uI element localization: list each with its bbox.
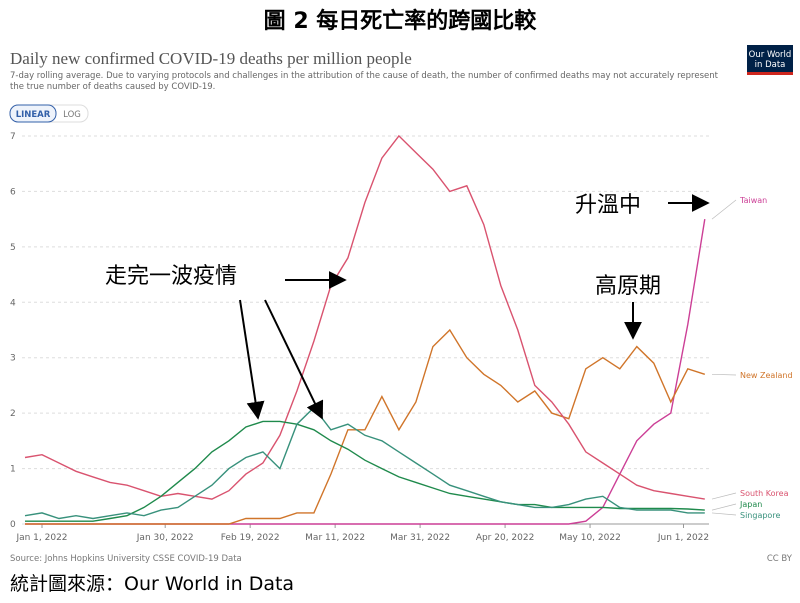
- toggle-label[interactable]: LINEAR: [16, 110, 51, 120]
- annotation: 高原期: [595, 274, 661, 299]
- document-title: 圖 2 每日死亡率的跨國比較: [264, 8, 538, 34]
- chart-subtitle: 7-day rolling average. Due to varying pr…: [10, 71, 719, 81]
- y-tick-label: 0: [10, 520, 16, 530]
- label-connector: [711, 512, 737, 516]
- legend-label: South Korea: [740, 489, 789, 498]
- y-tick-label: 3: [10, 354, 16, 364]
- legend-label: New Zealand: [740, 371, 793, 380]
- y-tick-label: 5: [10, 243, 16, 253]
- x-tick-label: Mar 31, 2022: [390, 533, 450, 543]
- logo-text: in Data: [755, 60, 786, 70]
- logo-text: Our World: [749, 50, 792, 60]
- plot: 0 1 2 3 4 5 6 7 Jan 1, 2022 Jan 30, 2022 Feb 19, 2…: [10, 132, 793, 543]
- logo-box: [747, 45, 793, 75]
- legend-label: Singapore: [740, 511, 780, 520]
- series-line: [25, 328, 706, 525]
- series-line: [25, 420, 705, 522]
- toggle-label[interactable]: LOG: [63, 110, 81, 120]
- series-line: [24, 134, 705, 500]
- series-line: [24, 406, 705, 520]
- y-tick-label: 7: [10, 132, 16, 142]
- x-tick-label: Jun 1, 2022: [657, 533, 709, 543]
- x-tick-label: Mar 11, 2022: [305, 533, 365, 543]
- annotation-arrow: [264, 299, 324, 420]
- label-connector: [711, 199, 737, 220]
- annotations: 走完一波疫情 高原期 升溫中: [105, 193, 710, 420]
- legend-label: Japan: [739, 500, 762, 509]
- label-connector: [711, 503, 737, 511]
- x-tick-label: Jan 1, 2022: [15, 533, 67, 543]
- label-connector: [711, 373, 737, 376]
- annotation-arrow: [239, 299, 265, 420]
- toggle-linear[interactable]: [9, 104, 57, 123]
- y-tick-label: 4: [10, 298, 16, 308]
- x-tick-label: Feb 19, 2022: [221, 533, 280, 543]
- label-connector: [711, 492, 737, 500]
- y-tick-label: 1: [10, 465, 16, 475]
- logo-stripe: [747, 72, 793, 75]
- license: CC BY: [767, 554, 793, 564]
- caption: 統計圖來源：Our World in Data: [10, 573, 294, 595]
- y-tick-label: 2: [10, 409, 16, 419]
- y-tick-label: 6: [10, 187, 16, 197]
- legend-label: Taiwan: [739, 196, 767, 205]
- logo: Our World in Data: [747, 45, 793, 75]
- x-tick-label: May 10, 2022: [559, 533, 621, 543]
- chart-subtitle: the true number of deaths caused by COVI…: [10, 82, 215, 92]
- x-tick-label: Jan 30, 2022: [136, 533, 194, 543]
- scale-toggle: LINEAR LOG: [9, 104, 89, 123]
- source: Source: Johns Hopkins University CSSE CO…: [10, 554, 242, 564]
- annotation: 升溫中: [575, 193, 641, 218]
- annotation: 走完一波疫情: [105, 264, 237, 289]
- chart-title: Daily new confirmed COVID-19 deaths per …: [10, 49, 412, 68]
- x-tick-label: Apr 20, 2022: [476, 533, 535, 543]
